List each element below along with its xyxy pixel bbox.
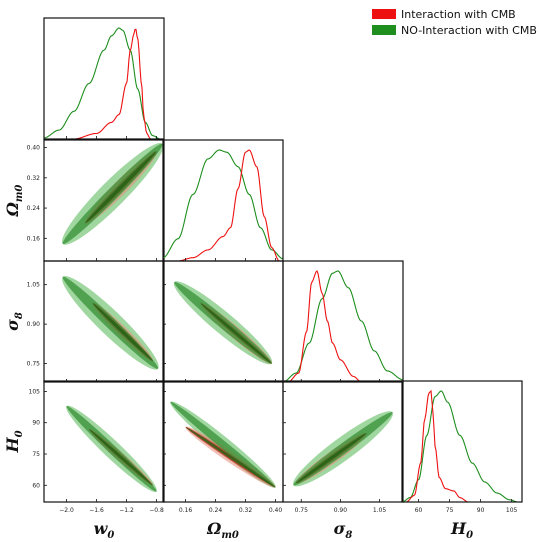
y-tick-label-sigma8: 0.75 (27, 361, 41, 368)
x-tick-label-omega-m0: 0.40 (269, 507, 283, 514)
axis-label-sub: m0 (221, 530, 239, 541)
contour-68-no-interaction (170, 401, 276, 488)
axis-label-sub: 8 (14, 312, 25, 319)
axis-label-base: w (94, 519, 109, 538)
panel-frame (401, 380, 523, 503)
panel-w0-vs-h0: −2.0 −1.6 −1.2 −0.8 60 75 90 105 (29, 380, 165, 514)
x-tick-label-omega-m0: 0.32 (239, 507, 253, 514)
x-axis-label-sigma8: σ8 (334, 519, 353, 541)
axis-label-sub: m0 (14, 185, 25, 203)
panel-omega-m0-vs-omega-m0 (162, 139, 284, 262)
panel-sigma8-vs-sigma8 (282, 260, 404, 383)
legend: Interaction with CMB NO-Interaction with… (372, 8, 537, 37)
axis-label-base: σ (3, 319, 22, 331)
y-tick-label-h0: 75 (32, 451, 40, 458)
x-axis-label-omega-m0: Ωm0 (206, 519, 239, 541)
x-tick-label-h0: 105 (506, 507, 518, 514)
panel-frame (162, 139, 284, 262)
axis-label-base: H (450, 519, 467, 538)
contour-core-overlap (85, 151, 157, 224)
marginal-w0-interaction (44, 28, 164, 139)
axis-label-base: Ω (206, 519, 222, 538)
marginal-w0-no-interaction (44, 27, 164, 139)
x-tick-label-h0: 75 (446, 507, 454, 514)
legend-label-interaction: Interaction with CMB (401, 8, 516, 21)
legend-label-no-interaction: NO-Interaction with CMB (401, 24, 537, 37)
x-tick-label-h0: 60 (415, 507, 423, 514)
axis-label-sub: 8 (345, 530, 352, 541)
panel-frame (282, 380, 404, 503)
contour-core-overlap (89, 429, 153, 486)
panel-w0-vs-omega-m0: 0.16 0.24 0.32 0.40 (27, 139, 165, 262)
marginal-sigma8-no-interaction (283, 270, 403, 382)
panel-frame (43, 17, 165, 140)
marginal-h0-interaction (402, 389, 522, 502)
x-axis-label-h0: H0 (450, 519, 473, 541)
y-tick-label-omega-m0: 0.16 (27, 235, 41, 242)
x-tick-label-w0: −0.8 (149, 507, 164, 514)
axis-label-sub: 0 (107, 530, 114, 541)
panel-sigma8-vs-h0: 0.75 0.90 1.05 (282, 380, 404, 514)
x-tick-label-w0: −1.6 (89, 507, 104, 514)
contour-core-overlap (296, 433, 367, 484)
y-axis-label-omega-m0: Ωm0 (3, 185, 25, 218)
x-tick-label-sigma8: 0.90 (334, 507, 348, 514)
axis-label-base: Ω (3, 201, 22, 217)
panel-frame (43, 260, 165, 383)
y-tick-label-h0: 105 (29, 388, 41, 395)
y-tick-label-h0: 60 (32, 482, 40, 489)
x-tick-label-sigma8: 0.75 (295, 507, 309, 514)
axis-label-sub: 0 (14, 430, 25, 437)
contour-core-overlap (185, 426, 276, 488)
x-tick-label-h0: 90 (477, 507, 485, 514)
contour-core-overlap (200, 303, 272, 364)
x-tick-label-w0: −1.2 (119, 507, 134, 514)
marginal-sigma8-interaction (283, 270, 403, 382)
x-tick-label-w0: −2.0 (59, 507, 74, 514)
x-tick-label-sigma8: 1.05 (373, 507, 387, 514)
y-tick-label-omega-m0: 0.40 (27, 145, 41, 152)
panel-omega-m0-vs-h0: 0.16 0.24 0.32 0.40 (162, 380, 284, 514)
panel-h0-vs-h0: 60 75 90 105 (401, 380, 523, 514)
axis-label-base: σ (334, 519, 346, 538)
y-axis-label-sigma8: σ8 (3, 312, 25, 331)
y-axis-label-h0: H0 (3, 430, 25, 453)
panel-w0-vs-sigma8: 0.75 0.90 1.05 (27, 260, 165, 383)
y-tick-label-sigma8: 0.90 (27, 321, 41, 328)
axis-label-base: H (3, 437, 22, 454)
x-axis-label-w0: w0 (94, 519, 115, 541)
y-tick-label-omega-m0: 0.24 (27, 205, 41, 212)
panel-w0-vs-w0 (43, 17, 165, 140)
marginal-omega-m0-interaction (163, 149, 283, 261)
x-tick-label-omega-m0: 0.24 (209, 507, 223, 514)
contour-68-no-interaction (62, 276, 159, 369)
legend-swatch-interaction (372, 9, 396, 19)
marginal-omega-m0-no-interaction (163, 149, 283, 260)
panel-omega-m0-vs-sigma8 (162, 260, 284, 383)
panel-frame (282, 260, 404, 383)
contour-core-overlap (92, 303, 153, 361)
legend-swatch-no-interaction (372, 25, 396, 35)
x-tick-label-omega-m0: 0.16 (179, 507, 193, 514)
axis-label-sub: 0 (466, 530, 473, 541)
y-tick-label-sigma8: 1.05 (27, 282, 41, 289)
y-tick-label-omega-m0: 0.32 (27, 175, 41, 182)
y-tick-label-h0: 90 (32, 420, 40, 427)
panel-frame (43, 380, 165, 503)
marginal-h0-no-interaction (402, 390, 522, 502)
